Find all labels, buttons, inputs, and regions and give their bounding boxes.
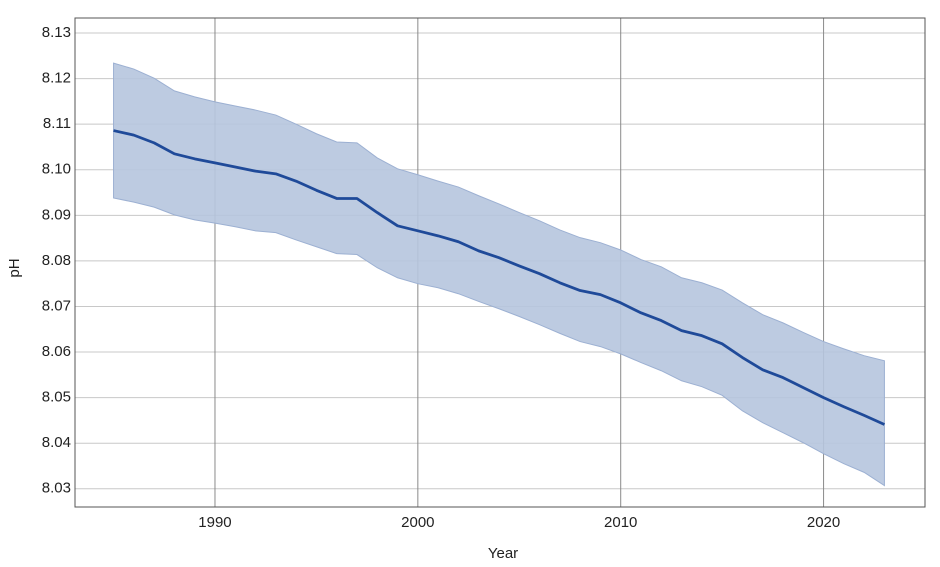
plot-frame — [74, 17, 926, 508]
line — [113, 129, 886, 426]
y-axis-label: pH — [6, 258, 23, 277]
confidence-band — [113, 62, 885, 487]
x-tick-label: 2000 — [401, 514, 434, 531]
y-tick-label: 8.06 — [42, 343, 71, 360]
y-tick-label: 8.13 — [42, 24, 71, 41]
x-tick-label: 2020 — [807, 514, 840, 531]
y-tick-label: 8.07 — [42, 297, 71, 314]
y-tick-label: 8.09 — [42, 206, 71, 223]
y-tick-label: 8.05 — [42, 389, 71, 406]
y-tick-label: 8.11 — [43, 115, 71, 132]
y-tick-label: 8.08 — [42, 252, 71, 269]
y-tick-label: 8.12 — [42, 70, 71, 87]
x-tick-label: 2010 — [604, 514, 637, 531]
y-tick-label: 8.03 — [42, 480, 71, 497]
x-axis-label: Year — [488, 545, 518, 562]
x-tick-label: 1990 — [198, 514, 231, 531]
y-tick-label: 8.04 — [42, 434, 71, 451]
y-tick-label: 8.10 — [42, 161, 71, 178]
